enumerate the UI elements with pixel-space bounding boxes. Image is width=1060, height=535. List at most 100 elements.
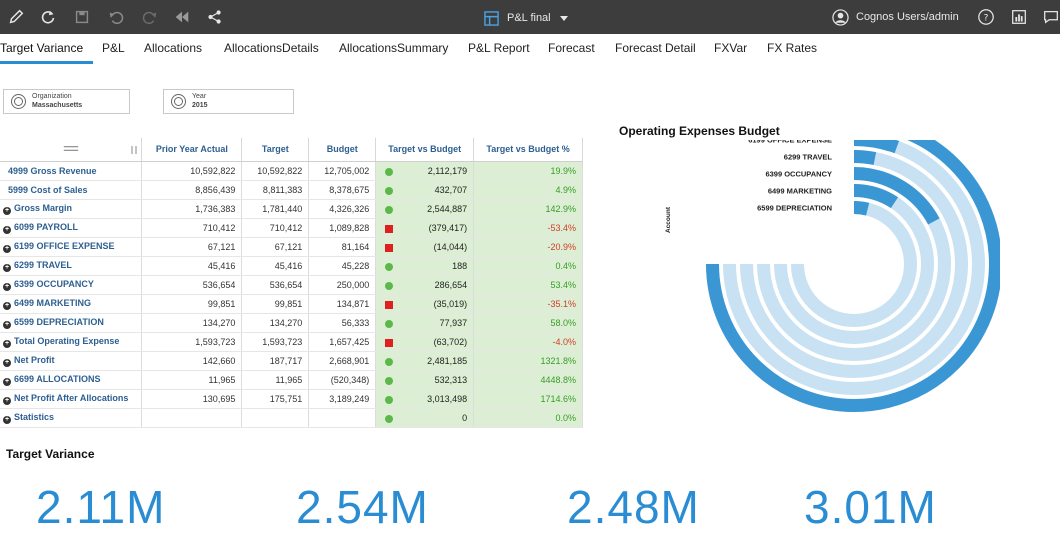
filter-ring-icon xyxy=(11,94,26,109)
report-title-selector[interactable]: P&L final xyxy=(484,8,569,28)
chart-icon[interactable] xyxy=(1009,7,1029,27)
undo-icon[interactable] xyxy=(106,7,126,27)
chart-title: Operating Expenses Budget xyxy=(619,124,780,138)
expand-icon[interactable]: + xyxy=(3,263,11,272)
menu-icon[interactable] xyxy=(62,144,80,155)
row-label[interactable]: +6399 OCCUPANCY xyxy=(0,275,143,295)
row-label-text: Net Profit xyxy=(14,354,55,365)
row-header-corner[interactable] xyxy=(0,138,143,162)
status-green-icon xyxy=(385,186,394,195)
cell-value: 10,592,822 xyxy=(257,165,303,176)
target-cell: 8,811,383 xyxy=(241,180,310,200)
cell-value: 12,705,002 xyxy=(324,165,370,176)
table-row: +6599 DEPRECIATION 134,270 134,270 56,333 77… xyxy=(0,313,583,333)
cell-value: 45,228 xyxy=(341,260,370,271)
tab-allocations[interactable]: Allocations xyxy=(144,41,203,55)
expand-icon[interactable]: + xyxy=(3,244,11,253)
status-red-icon xyxy=(385,243,394,252)
target-vs-budget-pct-cell: 53.4% xyxy=(473,275,583,295)
budget-cell: 8,378,675 xyxy=(308,180,377,200)
pencil-icon[interactable] xyxy=(6,7,26,27)
kpi-value: 2.48M xyxy=(567,481,700,533)
row-label[interactable]: +6699 ALLOCATIONS xyxy=(0,370,143,390)
help-icon[interactable]: ? xyxy=(976,7,996,27)
expand-icon[interactable]: + xyxy=(3,415,11,424)
expand-icon[interactable]: + xyxy=(3,282,11,291)
expand-icon[interactable]: + xyxy=(3,225,11,234)
cell-value: 134,270 xyxy=(202,317,236,328)
tab-allocations-details[interactable]: AllocationsDetails xyxy=(224,41,319,55)
tab-forecast[interactable]: Forecast xyxy=(548,41,595,55)
column-header[interactable]: Target xyxy=(241,138,310,162)
table-row: +6699 ALLOCATIONS 11,965 11,965 (520,348) 53… xyxy=(0,370,583,390)
cell-value: 77,937 xyxy=(439,317,468,328)
row-label[interactable]: +6199 OFFICE EXPENSE xyxy=(0,237,143,257)
column-header[interactable]: Target vs Budget xyxy=(375,138,475,162)
target-vs-budget-cell: 432,707 xyxy=(375,180,475,200)
radial-bar-1[interactable] xyxy=(853,140,900,154)
cell-value: 3,189,249 xyxy=(329,393,370,404)
target-vs-budget-cell: 0 xyxy=(375,408,475,428)
target-vs-budget-cell: 2,544,887 xyxy=(375,199,475,219)
cell-value: 1714.6% xyxy=(540,393,576,404)
row-label[interactable]: + Gross Margin xyxy=(0,199,143,219)
tab-pl[interactable]: P&L xyxy=(102,41,125,55)
rewind-icon[interactable] xyxy=(172,7,192,27)
radial-bar-2[interactable] xyxy=(853,150,877,165)
expand-icon[interactable]: + xyxy=(3,320,11,329)
tab-target-variance[interactable]: Target Variance xyxy=(0,41,84,55)
expand-icon[interactable]: + xyxy=(3,206,11,215)
radial-bar-4[interactable] xyxy=(853,184,899,209)
target-vs-budget-pct-cell: 0.0% xyxy=(473,408,583,428)
row-label[interactable]: 5999 Cost of Sales xyxy=(0,180,143,200)
status-green-icon xyxy=(385,319,394,328)
target-vs-budget-pct-cell: 19.9% xyxy=(473,161,583,181)
refresh-icon[interactable] xyxy=(38,7,58,27)
tab-forecast-detail[interactable]: Forecast Detail xyxy=(615,41,696,55)
row-label[interactable]: + Total Operating Expense xyxy=(0,332,143,352)
report-title: P&L final xyxy=(507,12,551,24)
radial-bar-5[interactable] xyxy=(853,201,870,216)
row-label[interactable]: +6499 MARKETING xyxy=(0,294,143,314)
user-menu[interactable]: Cognos Users/admin xyxy=(832,7,959,27)
comment-icon[interactable] xyxy=(1041,7,1060,27)
column-header[interactable]: Target vs Budget % xyxy=(473,138,583,162)
column-resize-icon[interactable] xyxy=(131,145,137,157)
column-header[interactable]: Budget xyxy=(308,138,377,162)
row-label[interactable]: + Net Profit xyxy=(0,351,143,371)
tab-pl-report[interactable]: P&L Report xyxy=(468,41,530,55)
cell-value: 81,164 xyxy=(341,241,370,252)
share-icon[interactable] xyxy=(205,7,225,27)
tab-fx-rates[interactable]: FX Rates xyxy=(767,41,818,55)
radial-bar-0[interactable] xyxy=(706,140,1000,412)
column-header[interactable]: Prior Year Actual xyxy=(141,138,243,162)
status-green-icon xyxy=(385,357,394,366)
expand-icon[interactable]: + xyxy=(3,301,11,310)
status-green-icon xyxy=(385,395,394,404)
cell-value: 142.9% xyxy=(545,203,576,214)
year-filter[interactable]: Year 2015 xyxy=(163,89,294,114)
expand-icon[interactable]: + xyxy=(3,396,11,405)
tab-fxvar[interactable]: FXVar xyxy=(714,41,748,55)
row-label[interactable]: +6099 PAYROLL xyxy=(0,218,143,238)
filter-value: 2015 xyxy=(192,101,208,109)
row-label[interactable]: + Statistics xyxy=(0,408,143,428)
row-label[interactable]: 4999 Gross Revenue xyxy=(0,161,143,181)
save-icon[interactable] xyxy=(72,7,92,27)
cell-value: 10,592,822 xyxy=(190,165,236,176)
cell-value: 536,654 xyxy=(269,279,303,290)
target-vs-budget-cell: 286,654 xyxy=(375,275,475,295)
radial-bar-3[interactable] xyxy=(853,167,940,225)
row-label[interactable]: +6299 TRAVEL xyxy=(0,256,143,276)
target-vs-budget-pct-cell: -4.0% xyxy=(473,332,583,352)
expand-icon[interactable]: + xyxy=(3,339,11,348)
table-row: + Net Profit 142,660 187,717 2,668,901 2,481,… xyxy=(0,351,583,371)
tab-allocations-summary[interactable]: AllocationsSummary xyxy=(339,41,449,55)
expand-icon[interactable]: + xyxy=(3,358,11,367)
organization-filter[interactable]: Organization Massachusetts xyxy=(3,89,130,114)
row-label[interactable]: + Net Profit After Allocations xyxy=(0,389,143,409)
expand-icon[interactable]: + xyxy=(3,377,11,386)
dropdown-icon[interactable] xyxy=(559,13,569,23)
redo-icon[interactable] xyxy=(140,7,160,27)
row-label[interactable]: +6599 DEPRECIATION xyxy=(0,313,143,333)
